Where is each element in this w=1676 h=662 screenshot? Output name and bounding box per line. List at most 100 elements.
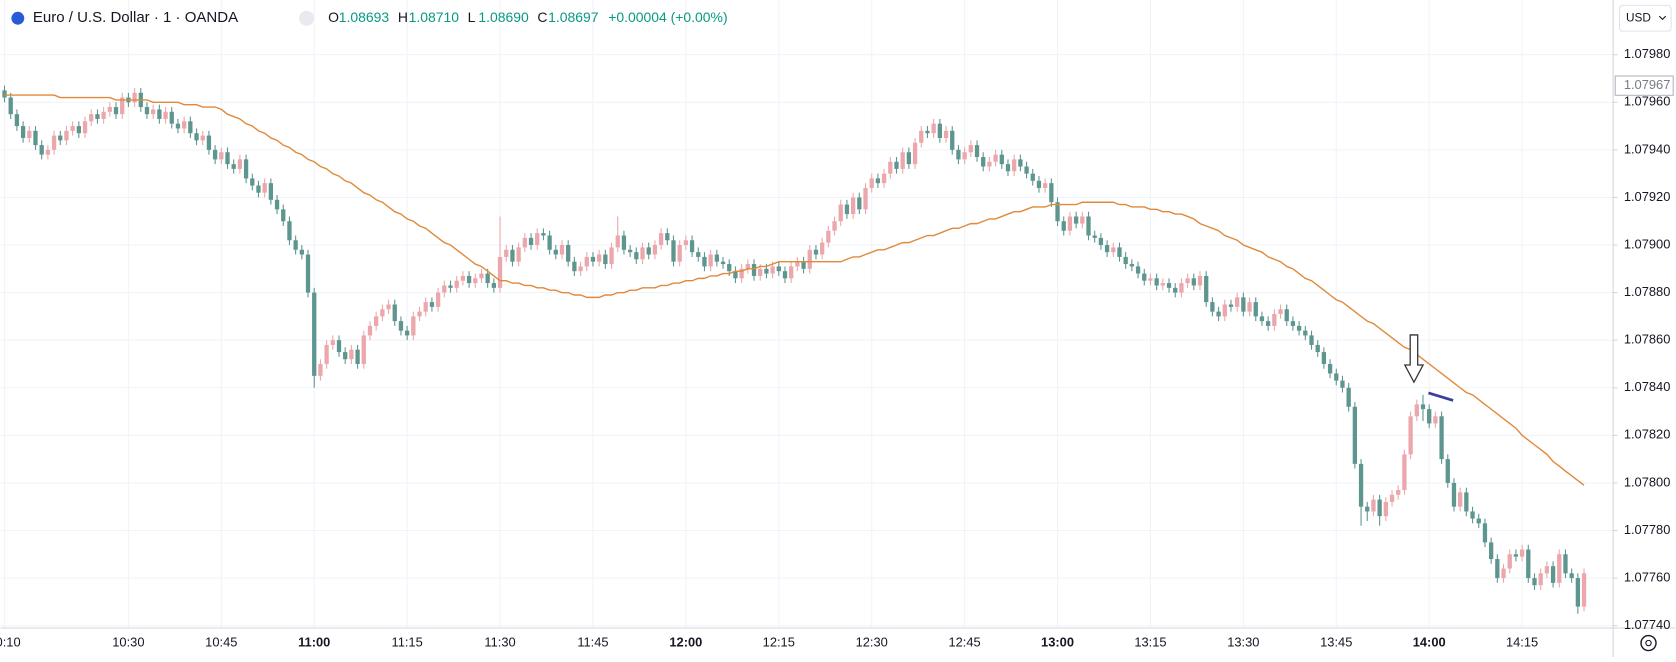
candle-body [120, 97, 125, 115]
candle-body [404, 330, 410, 336]
candle-body [1204, 275, 1209, 303]
currency-dropdown[interactable] [1618, 4, 1672, 32]
candle-body [1371, 499, 1376, 512]
candle-body [1092, 235, 1097, 238]
ohlc-key: H [398, 9, 408, 25]
x-tick-label: 12:30 [856, 634, 888, 649]
candle-body [714, 254, 719, 262]
symbol-icon[interactable] [11, 11, 25, 25]
candle-body [981, 157, 986, 167]
candle-body [609, 247, 614, 265]
candle-body [194, 133, 199, 141]
candle-body [1055, 202, 1060, 222]
candle-body [299, 249, 304, 255]
candle-body [274, 199, 280, 210]
candle-body [894, 161, 899, 169]
y-tick-label: 1.07980 [1624, 46, 1671, 61]
candle-body [107, 107, 112, 112]
candle-body [826, 230, 831, 243]
candle-body [473, 278, 478, 284]
candle-body [268, 183, 274, 200]
candle-body [2, 90, 7, 98]
candle-body [634, 252, 639, 260]
candle-body [293, 240, 298, 250]
candle-body [305, 254, 311, 293]
symbol-title[interactable]: Euro / U.S. Dollar · 1 · OANDA [33, 9, 238, 26]
arrow-annotation[interactable] [1403, 334, 1425, 384]
candle-body [671, 240, 676, 262]
candle-body [758, 268, 763, 276]
candle-body [1117, 247, 1122, 257]
candle-body [1142, 273, 1147, 281]
candle-body [510, 249, 515, 262]
x-tick-label: 12:45 [949, 634, 981, 649]
collapse-button[interactable] [299, 10, 315, 26]
candle-body [1538, 573, 1543, 586]
currency-label[interactable]: USD [1626, 10, 1651, 24]
candle-body [442, 285, 447, 293]
ohlc-value: 1.08697 [548, 9, 599, 25]
candle-body [1061, 221, 1066, 231]
candle-body [349, 349, 354, 360]
candle-body [1185, 278, 1190, 284]
ohlc-value: 1.08693 [339, 9, 390, 25]
candle-body [380, 309, 385, 317]
candle-body [640, 247, 645, 260]
candle-body [355, 349, 360, 364]
candle-body [522, 237, 527, 248]
candle-body [857, 197, 862, 210]
candle-body [64, 130, 69, 141]
candle-body [1160, 283, 1165, 286]
change-text: +0.00004 (+0.00%) [608, 9, 727, 25]
candle-body [206, 135, 212, 150]
candle-body [578, 266, 583, 272]
candle-body [1451, 482, 1457, 507]
dropdown-chevron [1658, 15, 1667, 21]
candle-body [950, 130, 955, 150]
candle-body [1563, 554, 1568, 574]
candle-body [850, 197, 856, 215]
candle-body [163, 111, 168, 119]
y-tick-label: 1.07740 [1624, 617, 1671, 632]
candle-body [33, 130, 38, 146]
candle-body [1358, 463, 1364, 507]
candle-body [1482, 523, 1488, 543]
candle-body [974, 145, 980, 158]
candle-body [962, 152, 967, 160]
candle-body [374, 316, 379, 326]
candle-body [789, 266, 794, 279]
candle-body [869, 178, 874, 188]
candle-body [1253, 302, 1258, 317]
candle-body [1296, 325, 1302, 331]
candle-body [448, 285, 453, 288]
y-tick-label: 1.07860 [1624, 332, 1671, 347]
candle-body [1501, 568, 1506, 579]
candle-body [237, 159, 243, 169]
candle-body [770, 266, 775, 274]
candle-body [603, 254, 608, 265]
candle-body [1309, 335, 1314, 345]
candle-body [1532, 578, 1537, 586]
candle-body [1191, 278, 1196, 286]
candle-body [1018, 159, 1023, 167]
x-tick-label: 12:15 [763, 634, 795, 649]
candle-body [646, 247, 651, 255]
candle-body [1513, 554, 1519, 557]
candle-body [151, 109, 156, 115]
candle-body [256, 185, 261, 193]
candle-body [1470, 511, 1475, 519]
y-tick-label: 1.07960 [1624, 94, 1671, 109]
candle-body [312, 292, 317, 376]
trend-line-drawing[interactable] [1428, 391, 1454, 402]
candle-body [411, 316, 416, 336]
candle-body [528, 237, 534, 246]
candle-body [1569, 573, 1574, 579]
candle-body [1321, 352, 1327, 364]
x-tick-label: 13:30 [1227, 634, 1259, 649]
candle-body [330, 340, 335, 345]
candle-body [751, 264, 757, 276]
settings-button[interactable] [1640, 634, 1657, 652]
candle-body [1352, 406, 1358, 464]
candle-body [76, 126, 81, 134]
candle-body [1550, 566, 1556, 583]
